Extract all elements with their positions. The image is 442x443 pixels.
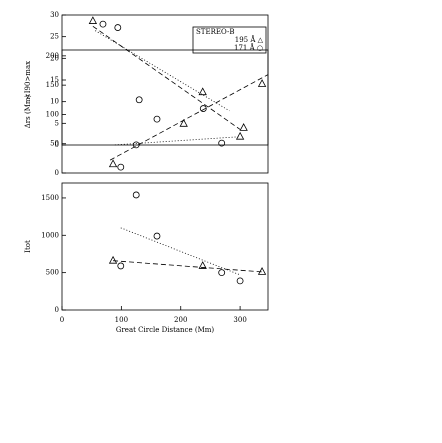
y-tick-label: 25 — [50, 33, 59, 41]
point — [153, 115, 161, 123]
legend-box — [192, 26, 267, 54]
y-tick-label: 1000 — [41, 231, 59, 239]
point — [99, 20, 107, 28]
point — [239, 123, 248, 131]
y-tick-label: 200 — [46, 52, 59, 60]
point — [153, 232, 161, 240]
point — [236, 277, 244, 285]
legend-entry: 195 Å △ — [235, 35, 264, 44]
point — [235, 131, 245, 140]
point — [117, 262, 125, 270]
point — [108, 159, 118, 168]
legend-title: STEREO-B — [196, 28, 234, 36]
y-tick-label: 15 — [50, 76, 59, 84]
fit-line — [109, 74, 269, 161]
legend-entry: 171 Å ○ — [234, 43, 263, 52]
y-tick-label: 5 — [55, 119, 59, 127]
plot-frame — [61, 14, 269, 146]
point — [218, 139, 226, 147]
x-tick-label: 200 — [174, 316, 187, 324]
y-tick-label: 1500 — [41, 194, 59, 202]
point — [198, 87, 207, 96]
point — [198, 261, 207, 269]
x-tick-label: 0 — [60, 316, 64, 324]
point — [199, 105, 207, 112]
y-axis-label: Δrs (Mm) — [24, 94, 32, 128]
point — [135, 96, 143, 104]
y-tick-label: 0 — [55, 306, 59, 314]
y-tick-label: 0 — [55, 169, 59, 177]
point — [179, 118, 188, 127]
fit-line — [113, 260, 263, 273]
plot-frame — [61, 49, 269, 174]
y-axis-label: <I90>max — [24, 61, 32, 99]
x-tick-label: 100 — [115, 316, 128, 324]
y-tick-label: 500 — [46, 269, 59, 277]
fit-line — [95, 30, 230, 112]
point — [257, 79, 267, 87]
x-tick-label: 300 — [233, 316, 246, 324]
point — [218, 269, 226, 277]
point — [257, 267, 267, 275]
point — [88, 16, 98, 24]
x-axis-label: Great Circle Distance (Mm) — [116, 326, 215, 334]
plot-frame — [61, 182, 269, 311]
point — [117, 163, 125, 171]
fit-line — [92, 25, 241, 130]
point — [114, 24, 122, 31]
y-axis-label: Itot — [24, 240, 32, 253]
point — [132, 141, 140, 149]
y-tick-label: 100 — [46, 110, 59, 118]
y-tick-label: 50 — [50, 140, 59, 148]
y-tick-label: 0 — [55, 141, 59, 149]
fit-line — [120, 227, 241, 276]
y-tick-label: 150 — [46, 81, 59, 89]
y-tick-label: 30 — [50, 11, 59, 19]
y-tick-label: 10 — [50, 98, 59, 106]
y-tick-label: 20 — [50, 54, 59, 62]
point — [132, 191, 140, 199]
point — [108, 255, 118, 264]
